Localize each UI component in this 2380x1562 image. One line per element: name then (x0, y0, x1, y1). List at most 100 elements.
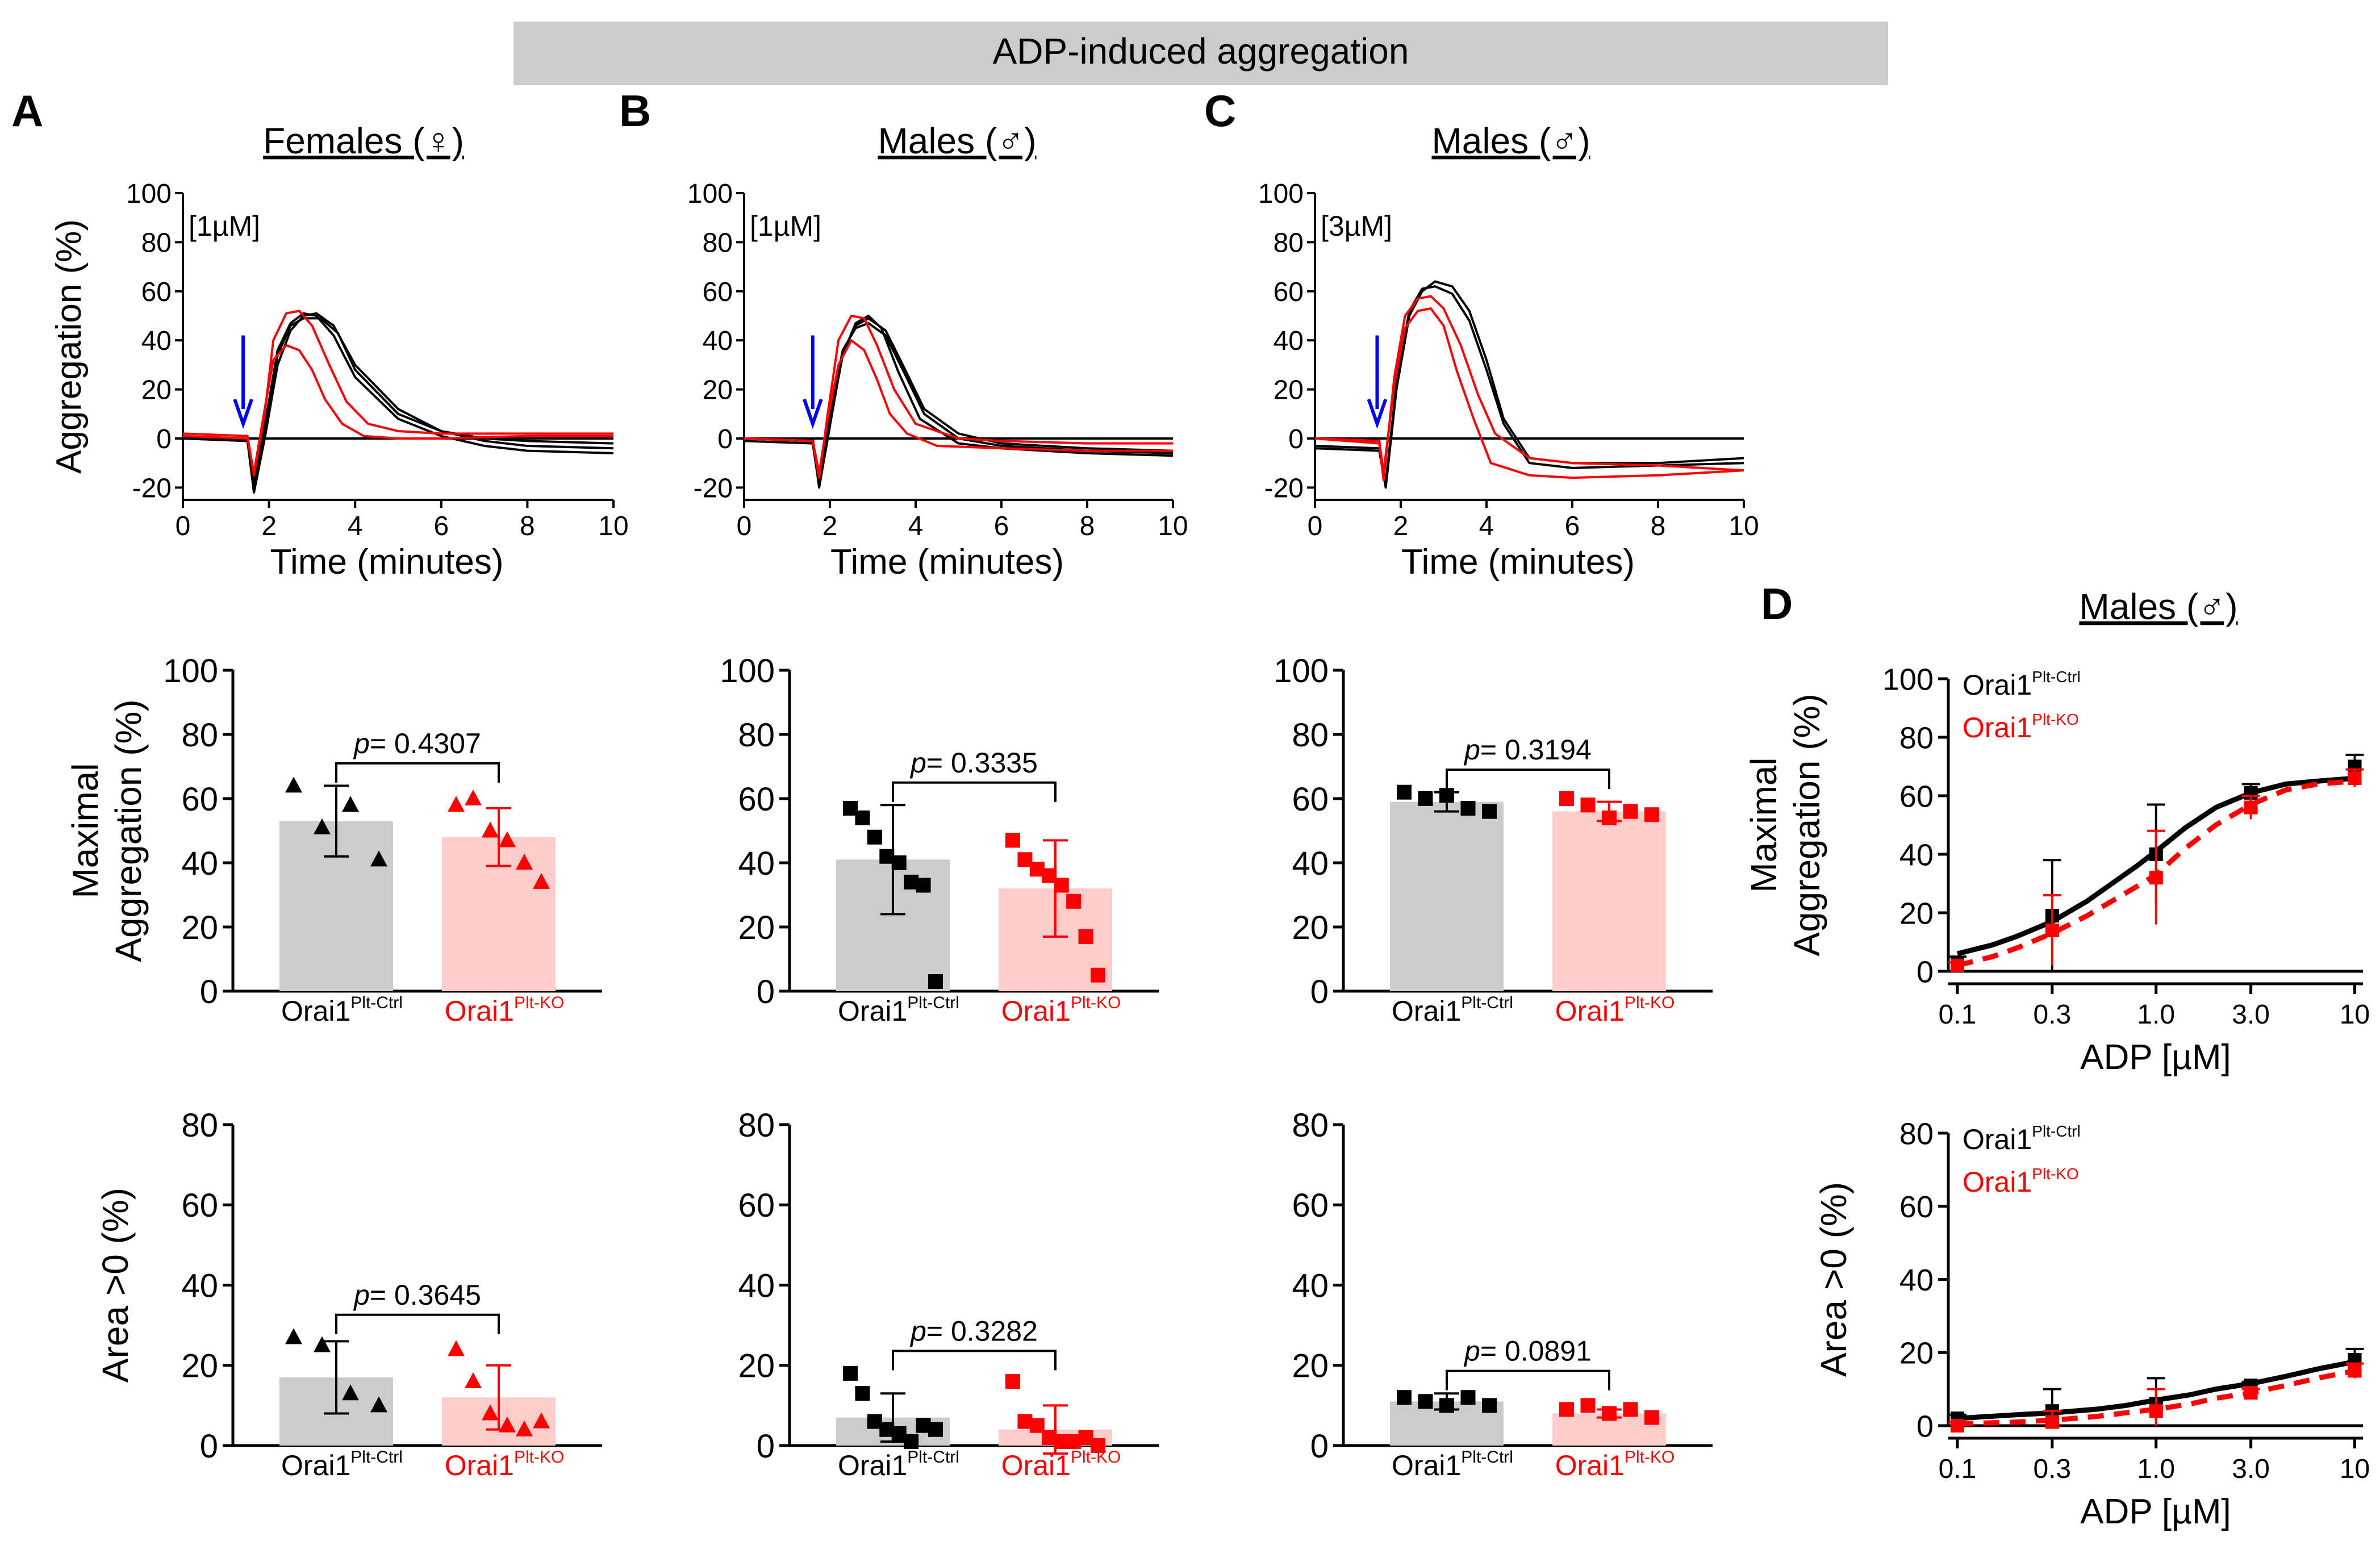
C-trace-arrow-head (1367, 398, 1388, 429)
legend-name: Orai1 (1963, 1166, 2032, 1198)
B-trace-x-label: Time (minutes) (830, 542, 1064, 582)
category-name: Orai1 (1001, 995, 1071, 1027)
p-symbol: p (1463, 734, 1480, 766)
banner-title: ADP-induced aggregation (993, 31, 1409, 72)
p-number: = 0.0891 (1480, 1335, 1592, 1367)
B-area-y-tick-label: 20 (738, 1348, 775, 1385)
A-max-point-ko (448, 796, 465, 812)
panel-letter-d: D (1761, 579, 1793, 629)
panel-b-title: Males (♂) (878, 120, 1036, 161)
D-area-x-tick-label: 0.3 (2034, 1454, 2072, 1484)
category-name: Orai1 (445, 1450, 514, 1481)
B-trace-x-tick-label: 10 (1158, 511, 1188, 541)
A-area-y-tick-label: 60 (181, 1187, 218, 1224)
C-trace-x-tick-label: 10 (1728, 511, 1759, 541)
A-max-y-label: Maximal (65, 763, 106, 898)
category-name: Orai1 (281, 1450, 350, 1481)
A-area-point-ctrl (314, 1336, 331, 1352)
C-max-point-ctrl (1418, 791, 1433, 806)
B-max-y-tick-label: 0 (757, 974, 775, 1010)
B-area-significance-bracket (892, 1350, 1057, 1371)
category-name: Orai1 (838, 1450, 907, 1481)
A-max-y-tick-label: 40 (181, 845, 218, 882)
C-max-category-label-ko: Orai1Plt-KO (1555, 993, 1675, 1027)
D-max-x-tick-label: 0.3 (2034, 1000, 2072, 1030)
B-max-point-ctrl (928, 974, 943, 989)
B-area-p-value: p= 0.3282 (909, 1315, 1038, 1347)
D-area-point-ko (2348, 1364, 2362, 1378)
B-max-point-ko (1078, 929, 1093, 944)
A-max-y-tick-label: 60 (181, 781, 218, 818)
A-max-point-ko (465, 790, 482, 805)
B-area-y-tick-label: 0 (757, 1428, 775, 1465)
C-max-y-tick-label: 20 (1292, 909, 1329, 946)
panel-letter-b: B (619, 86, 651, 136)
B-max-point-ko (1091, 967, 1105, 983)
D-max-y-tick-label: 20 (1899, 896, 1934, 930)
A-trace-trace-ctrl-1 (182, 317, 614, 489)
A-area-significance-bracket (335, 1313, 500, 1334)
B-trace-y-tick-label: 100 (687, 179, 733, 209)
A-max-point-ko (533, 872, 550, 889)
B-area-point-ko (1005, 1374, 1020, 1389)
B-max-point-ctrl (891, 855, 907, 870)
C-max-bar-ko (1552, 811, 1666, 991)
A-trace-trace-ctrl-2 (183, 312, 614, 484)
legend-superscript: Plt-KO (2032, 1165, 2078, 1183)
A-area-y-tick-label: 20 (181, 1348, 218, 1385)
C-trace-y-tick-label: 80 (1273, 228, 1304, 258)
B-trace-x-tick-label: 4 (908, 511, 924, 541)
A-trace-trace-ko-4 (182, 344, 613, 474)
C-area-point-ko (1644, 1410, 1659, 1425)
C-max-category-label-ctrl: Orai1Plt-Ctrl (1392, 993, 1513, 1027)
A-trace-y-tick-label: 40 (141, 326, 172, 356)
C-area-point-ko (1623, 1402, 1638, 1417)
C-area-point-ctrl (1397, 1390, 1412, 1405)
A-area-category-label-ko: Orai1Plt-KO (445, 1448, 565, 1481)
banner-box (513, 22, 1888, 85)
C-trace-x-tick-label: 2 (1393, 511, 1409, 541)
D-max-chart: 0 20 40 60 80 100 0.1 0.3 1.0 3.0 10 ADP [µM] Maxima… (1743, 662, 2370, 1077)
C-trace-trace-ko-2 (1314, 295, 1744, 482)
C-area-y-tick-label: 0 (1310, 1428, 1329, 1465)
C-area-y-tick-label: 40 (1292, 1267, 1329, 1304)
category-superscript: Plt-KO (514, 1448, 564, 1467)
C-trace-y-tick-label: 0 (1288, 424, 1304, 454)
A-max-y-tick-label: 100 (163, 653, 218, 690)
D-area-y-label: Area >0 (%) (1813, 1182, 1854, 1377)
C-trace-y-tick-label: 20 (1273, 375, 1304, 406)
C-trace-x-tick-label: 8 (1651, 511, 1666, 541)
A-max-point-ctrl (285, 776, 302, 793)
B-trace-trace-ctrl-0 (744, 317, 1174, 489)
B-trace-y-tick-label: -20 (694, 473, 733, 503)
A-max-y-label: Aggregation (%) (108, 699, 149, 962)
A-area-point-ko (499, 1416, 516, 1432)
B-area-y-tick-label: 40 (738, 1267, 775, 1304)
category-superscript: Plt-KO (1071, 1448, 1121, 1467)
panel-letter-a: A (11, 86, 43, 136)
A-trace-concentration-label: [1µM] (189, 210, 260, 242)
D-area-point-ko (2045, 1415, 2059, 1429)
C-trace-concentration-label: [3µM] (1321, 210, 1392, 242)
B-trace-concentration-label: [1µM] (750, 210, 821, 242)
D-area-legend-ko: Orai1Plt-KO (1963, 1165, 2079, 1198)
B-trace-trace-ctrl-1 (744, 321, 1174, 484)
legend-superscript: Plt-Ctrl (2032, 1122, 2081, 1140)
A-area-point-ctrl (285, 1328, 302, 1344)
legend-name: Orai1 (1963, 712, 2032, 744)
D-area-y-tick-label: 40 (1899, 1263, 1934, 1297)
D-area-y-tick-label: 0 (1916, 1409, 1934, 1443)
category-superscript: Plt-Ctrl (1461, 993, 1513, 1012)
C-max-significance-bracket (1446, 769, 1610, 790)
D-max-y-tick-label: 0 (1916, 955, 1934, 989)
C-area-category-label-ko: Orai1Plt-KO (1555, 1448, 1675, 1481)
legend-superscript: Plt-Ctrl (2032, 668, 2081, 686)
A-max-point-ctrl (342, 796, 359, 812)
B-trace-trace-ctrl-2 (744, 315, 1174, 487)
B-max-point-ctrl (916, 878, 931, 893)
A-area-p-value: p= 0.3645 (353, 1279, 481, 1311)
A-max-p-value: p= 0.4307 (353, 728, 481, 759)
